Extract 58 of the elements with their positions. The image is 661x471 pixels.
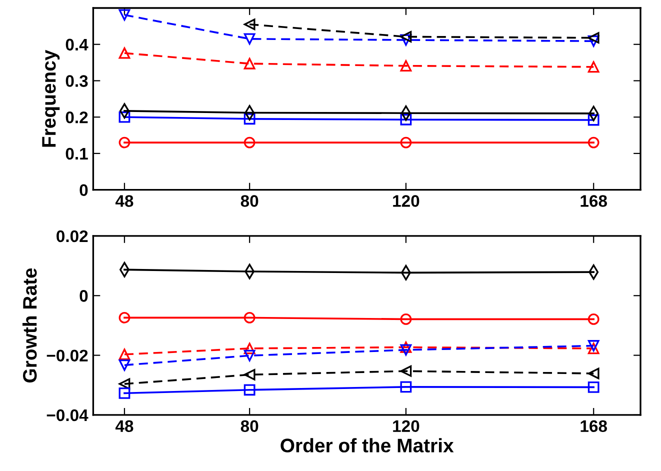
point <box>244 384 256 396</box>
point <box>588 340 600 352</box>
x-tick-label: 80 <box>240 195 258 207</box>
y-axis-title: Growth Rate <box>22 268 37 382</box>
y-tick-label: 0.4 <box>66 38 88 51</box>
point <box>400 344 412 356</box>
point <box>588 136 600 148</box>
point <box>400 342 412 353</box>
x-tick-label: 168 <box>580 195 607 207</box>
point <box>118 348 130 360</box>
point <box>244 312 256 324</box>
point <box>588 342 600 354</box>
point <box>244 350 256 362</box>
y-axis-title: Frequency <box>42 50 60 147</box>
point <box>400 381 412 393</box>
point <box>588 32 600 44</box>
point <box>118 136 130 148</box>
point <box>400 136 412 148</box>
point <box>118 387 130 399</box>
y-tick-label: 0 <box>80 290 88 302</box>
y-tick-label: 0.02 <box>56 230 88 242</box>
point <box>400 60 412 72</box>
point <box>244 58 256 70</box>
point <box>588 368 600 380</box>
point <box>400 365 412 377</box>
point <box>588 35 600 47</box>
y-tick-label: 0.3 <box>66 75 88 87</box>
x-tick-label: 120 <box>393 420 420 432</box>
point <box>118 312 130 324</box>
point <box>400 314 412 325</box>
x-axis-title: Order of the Matrix <box>280 438 454 452</box>
point <box>244 33 256 45</box>
x-tick-label: 168 <box>580 420 607 432</box>
point <box>244 18 256 30</box>
point <box>588 61 600 73</box>
y-tick-label: −0.04 <box>46 409 88 422</box>
point <box>118 9 130 21</box>
point <box>118 378 130 390</box>
point <box>244 342 256 354</box>
y-tick-label: 0 <box>80 184 88 196</box>
point <box>244 113 256 125</box>
point <box>588 382 600 393</box>
point <box>244 368 256 380</box>
point <box>118 111 130 123</box>
point <box>118 47 130 59</box>
point <box>118 359 130 371</box>
x-tick-label: 48 <box>115 195 134 207</box>
x-tick-label: 48 <box>115 420 134 432</box>
x-tick-label: 80 <box>240 420 258 432</box>
point <box>244 136 256 148</box>
y-tick-label: 0.1 <box>66 148 88 160</box>
x-tick-label: 120 <box>393 195 420 207</box>
point <box>588 114 600 126</box>
point <box>588 314 600 325</box>
point <box>400 114 412 126</box>
y-tick-label: −0.02 <box>46 350 88 362</box>
point <box>400 31 412 42</box>
y-tick-label: 0.2 <box>66 111 88 124</box>
